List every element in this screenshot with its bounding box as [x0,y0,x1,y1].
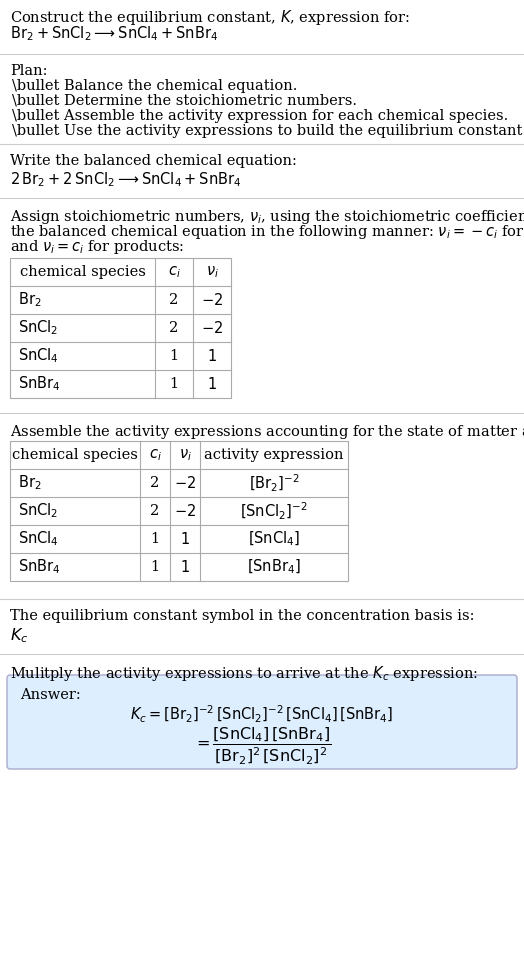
Bar [10,258,231,398]
Text: $-2$: $-2$ [201,320,223,336]
Text: $[\mathrm{SnCl_4}]$: $[\mathrm{SnCl_4}]$ [248,530,300,548]
Text: $\mathrm{Br_2}$: $\mathrm{Br_2}$ [18,290,41,309]
Text: and $\nu_i = c_i$ for products:: and $\nu_i = c_i$ for products: [10,238,184,256]
Text: $c_i$: $c_i$ [168,265,180,280]
Text: $\mathrm{SnCl_4}$: $\mathrm{SnCl_4}$ [18,347,59,366]
Text: 2: 2 [150,476,160,490]
Text: $\mathrm{Br_2}$: $\mathrm{Br_2}$ [18,474,41,493]
Text: The equilibrium constant symbol in the concentration basis is:: The equilibrium constant symbol in the c… [10,609,475,623]
Bar [10,441,348,581]
Text: $\mathrm{2\,Br_2 + 2\,SnCl_2 \longrightarrow SnCl_4 + SnBr_4}$: $\mathrm{2\,Br_2 + 2\,SnCl_2 \longrighta… [10,170,242,189]
Text: $[\mathrm{Br_2}]^{-2}$: $[\mathrm{Br_2}]^{-2}$ [249,473,299,494]
Text: \bullet Assemble the activity expression for each chemical species.: \bullet Assemble the activity expression… [12,109,508,123]
Text: $-2$: $-2$ [174,475,196,491]
Text: $\mathrm{SnBr_4}$: $\mathrm{SnBr_4}$ [18,558,61,577]
Text: $K_c = [\mathrm{Br_2}]^{-2}\,[\mathrm{SnCl_2}]^{-2}\,[\mathrm{SnCl_4}]\,[\mathrm: $K_c = [\mathrm{Br_2}]^{-2}\,[\mathrm{Sn… [130,704,394,725]
Text: $1$: $1$ [207,376,217,392]
FancyBboxPatch shape [7,675,517,769]
Text: $1$: $1$ [180,559,190,575]
Text: Assign stoichiometric numbers, $\nu_i$, using the stoichiometric coefficients, $: Assign stoichiometric numbers, $\nu_i$, … [10,208,524,226]
Text: $\mathrm{SnCl_4}$: $\mathrm{SnCl_4}$ [18,530,59,548]
Text: $\mathrm{Br_2 + SnCl_2 \longrightarrow SnCl_4 + SnBr_4}$: $\mathrm{Br_2 + SnCl_2 \longrightarrow S… [10,24,219,43]
Text: \bullet Use the activity expressions to build the equilibrium constant expressio: \bullet Use the activity expressions to … [12,124,524,138]
Text: activity expression: activity expression [204,448,344,462]
Text: 1: 1 [150,532,160,546]
Text: chemical species: chemical species [19,265,146,279]
Text: $1$: $1$ [180,531,190,547]
Text: chemical species: chemical species [12,448,138,462]
Text: 1: 1 [150,560,160,574]
Text: $[\mathrm{SnCl_2}]^{-2}$: $[\mathrm{SnCl_2}]^{-2}$ [241,500,308,521]
Text: $-2$: $-2$ [174,503,196,519]
Text: $1$: $1$ [207,348,217,364]
Text: $\mathrm{SnBr_4}$: $\mathrm{SnBr_4}$ [18,374,61,393]
Text: Plan:: Plan: [10,64,48,78]
Text: Mulitply the activity expressions to arrive at the $K_c$ expression:: Mulitply the activity expressions to arr… [10,664,478,683]
Text: 2: 2 [150,504,160,518]
Text: Write the balanced chemical equation:: Write the balanced chemical equation: [10,154,297,168]
Text: $\mathrm{SnCl_2}$: $\mathrm{SnCl_2}$ [18,319,58,337]
Text: $\nu_i$: $\nu_i$ [205,265,219,280]
Text: $\mathrm{SnCl_2}$: $\mathrm{SnCl_2}$ [18,501,58,520]
Text: $[\mathrm{SnBr_4}]$: $[\mathrm{SnBr_4}]$ [247,558,301,576]
Text: $-2$: $-2$ [201,292,223,308]
Text: Construct the equilibrium constant, $K$, expression for:: Construct the equilibrium constant, $K$,… [10,8,410,27]
Text: 1: 1 [169,349,179,363]
Text: Assemble the activity expressions accounting for the state of matter and $\nu_i$: Assemble the activity expressions accoun… [10,423,524,441]
Text: Answer:: Answer: [20,688,81,702]
Text: \bullet Balance the chemical equation.: \bullet Balance the chemical equation. [12,79,298,93]
Text: $c_i$: $c_i$ [149,447,161,463]
Text: \bullet Determine the stoichiometric numbers.: \bullet Determine the stoichiometric num… [12,94,357,108]
Text: $= \dfrac{[\mathrm{SnCl_4}]\,[\mathrm{SnBr_4}]}{[\mathrm{Br_2}]^{2}\,[\mathrm{Sn: $= \dfrac{[\mathrm{SnCl_4}]\,[\mathrm{Sn… [193,726,331,767]
Text: 2: 2 [169,293,179,307]
Text: 2: 2 [169,321,179,335]
Text: 1: 1 [169,377,179,391]
Text: the balanced chemical equation in the following manner: $\nu_i = -c_i$ for react: the balanced chemical equation in the fo… [10,223,524,241]
Text: $K_c$: $K_c$ [10,626,28,645]
Text: $\nu_i$: $\nu_i$ [179,447,191,463]
